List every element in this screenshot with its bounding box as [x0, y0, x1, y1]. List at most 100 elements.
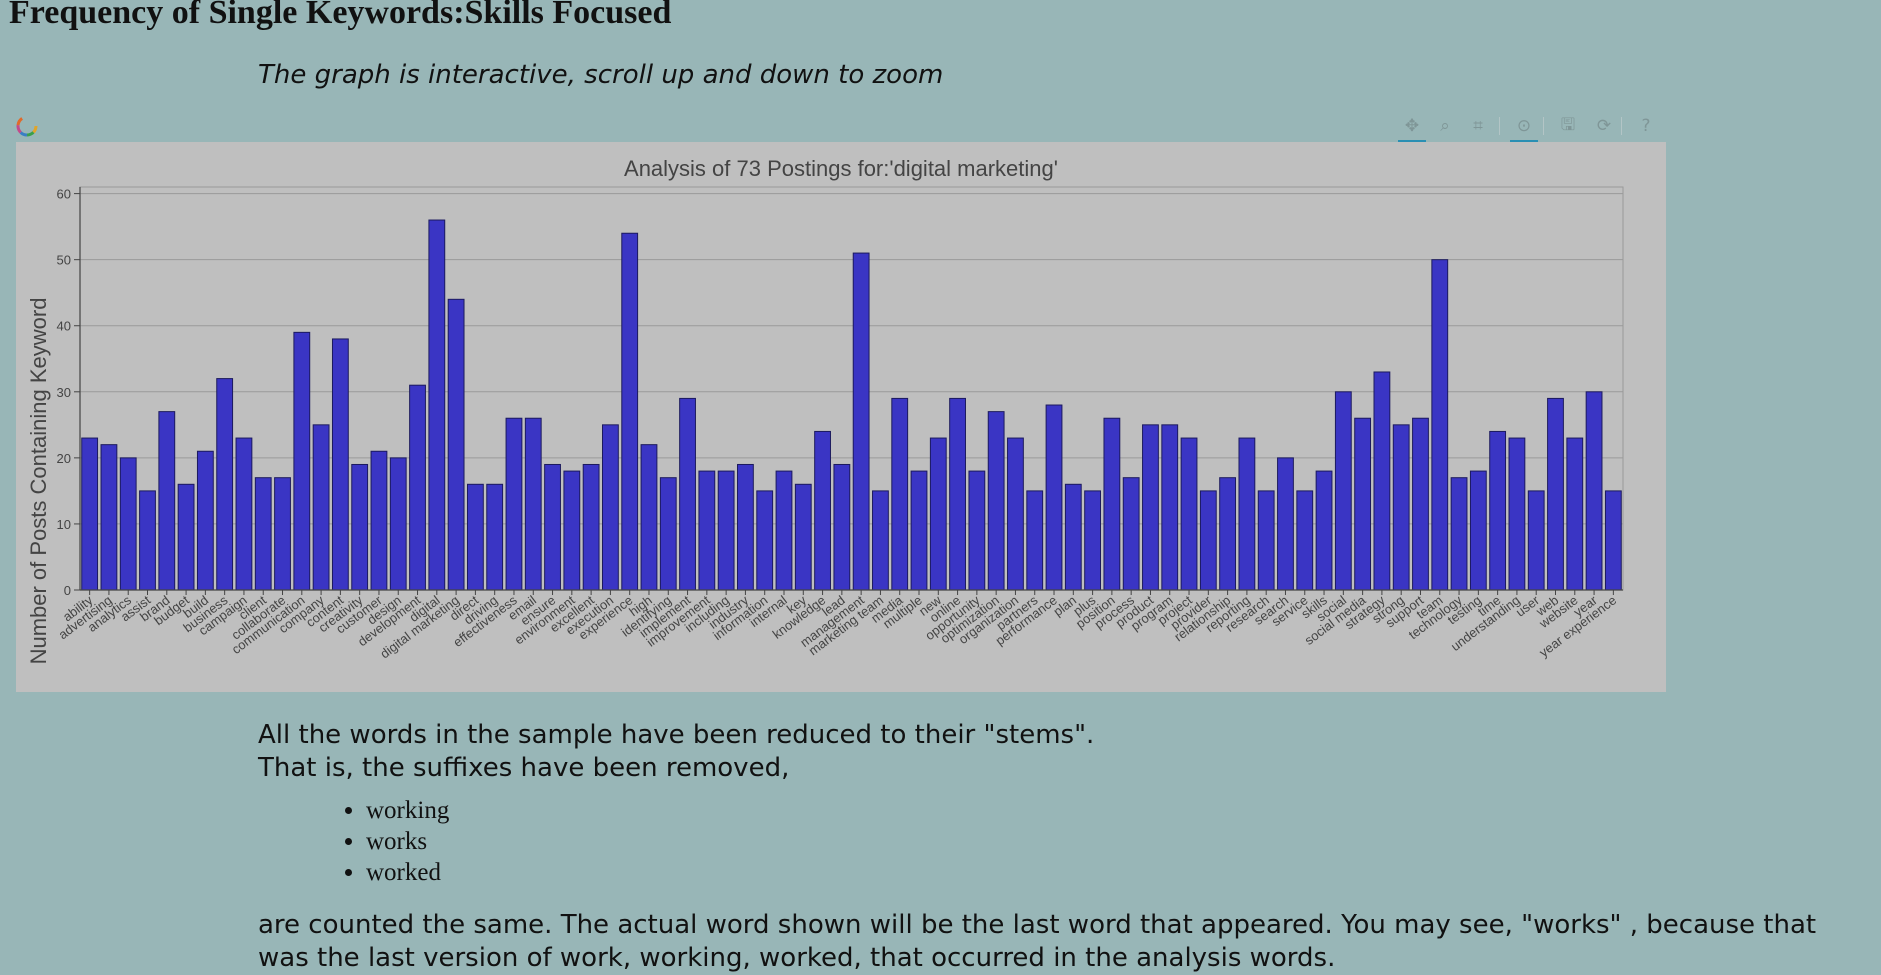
bar-knowledge[interactable] — [814, 430, 831, 591]
bar-year[interactable] — [1585, 391, 1603, 591]
chart-svg[interactable]: Analysis of 73 Postings for:'digital mar… — [16, 142, 1666, 692]
bar-excellent[interactable] — [582, 463, 600, 591]
bar-driving[interactable] — [486, 483, 504, 591]
bar-collaborate[interactable] — [274, 477, 291, 591]
bar-partners[interactable] — [1026, 490, 1044, 591]
bar-new[interactable] — [929, 437, 947, 591]
bar-ensure[interactable] — [544, 463, 561, 591]
bar-including[interactable] — [717, 470, 735, 591]
bar-identifying[interactable] — [659, 477, 677, 591]
bar-analytics[interactable] — [119, 457, 137, 591]
bar-understanding[interactable] — [1508, 437, 1526, 591]
bar-plus[interactable] — [1084, 490, 1102, 591]
reset-view-tool[interactable]: ⌗ — [1464, 113, 1492, 139]
bar-build[interactable] — [196, 450, 214, 591]
bar-strategy[interactable] — [1373, 371, 1391, 591]
bar-digital-marketing[interactable] — [447, 298, 465, 591]
bar-organization[interactable] — [1007, 437, 1024, 591]
y-tick-label: 10 — [57, 517, 71, 532]
bar-campaign[interactable] — [235, 437, 253, 591]
bar-company[interactable] — [312, 424, 330, 591]
bar-opportunity[interactable] — [968, 470, 986, 591]
bar-assist[interactable] — [139, 490, 156, 591]
bar-environment[interactable] — [563, 470, 581, 591]
y-tick-label: 60 — [57, 187, 71, 202]
plot-frame — [79, 186, 1624, 591]
bar-information[interactable] — [756, 490, 774, 591]
bar-product[interactable] — [1142, 424, 1159, 591]
bar-provider[interactable] — [1199, 490, 1217, 591]
bar-industry[interactable] — [737, 463, 754, 591]
bar-user[interactable] — [1527, 490, 1545, 591]
bar-execution[interactable] — [601, 424, 619, 591]
stems-explanation: All the words in the sample have been re… — [258, 719, 1094, 785]
bar-reporting[interactable] — [1238, 437, 1256, 591]
bar-communication[interactable] — [293, 331, 311, 591]
bar-time[interactable] — [1489, 430, 1507, 591]
bar-strong[interactable] — [1392, 424, 1410, 591]
bar-skills[interactable] — [1315, 470, 1333, 591]
bar-team[interactable] — [1431, 259, 1449, 591]
bar-lead[interactable] — [833, 463, 851, 591]
bar-business[interactable] — [216, 378, 234, 591]
bar-digital[interactable] — [428, 219, 446, 591]
bar-website[interactable] — [1566, 437, 1584, 591]
bar-content[interactable] — [331, 338, 349, 591]
bar-relationship[interactable] — [1219, 477, 1237, 591]
bar-position[interactable] — [1103, 417, 1121, 591]
bar-design[interactable] — [389, 457, 407, 591]
box-zoom-tool[interactable]: ⌕ — [1431, 113, 1459, 139]
bar-client[interactable] — [254, 477, 272, 591]
bar-social[interactable] — [1334, 391, 1352, 591]
stems-conclusion: are counted the same. The actual word sh… — [258, 909, 1816, 975]
help-tool[interactable]: ? — [1632, 113, 1660, 139]
bokeh-logo-icon[interactable] — [16, 115, 38, 137]
resize-icon: ⌗ — [1473, 116, 1483, 136]
bar-high[interactable] — [640, 444, 658, 591]
bar-search[interactable] — [1277, 457, 1294, 591]
move-icon: ✥ — [1404, 116, 1420, 136]
bar-experience[interactable] — [621, 232, 639, 591]
bar-creativity[interactable] — [351, 463, 369, 591]
bar-service[interactable] — [1296, 490, 1314, 591]
bar-testing[interactable] — [1469, 470, 1487, 591]
bar-support[interactable] — [1412, 417, 1429, 591]
refresh-tool[interactable]: ⟳ — [1590, 113, 1618, 139]
bar-internal[interactable] — [775, 470, 793, 591]
bar-advertising[interactable] — [100, 444, 118, 591]
bar-email[interactable] — [524, 417, 542, 591]
bar-development[interactable] — [409, 384, 426, 591]
bar-marketing-team[interactable] — [872, 490, 889, 591]
bar-project[interactable] — [1180, 437, 1198, 591]
bar-social-media[interactable] — [1354, 417, 1372, 591]
stem-example-list: working works worked — [338, 795, 449, 888]
bar-implement[interactable] — [679, 397, 696, 591]
bar-optimization[interactable] — [987, 411, 1005, 591]
bar-brand[interactable] — [158, 411, 176, 591]
bar-technology[interactable] — [1450, 477, 1468, 591]
bar-improvement[interactable] — [698, 470, 716, 591]
bar-year-experience[interactable] — [1604, 490, 1622, 591]
save-tool[interactable]: 🖫 — [1554, 113, 1582, 139]
bar-research[interactable] — [1257, 490, 1275, 591]
bar-effectiveness[interactable] — [505, 417, 523, 591]
bar-online[interactable] — [949, 397, 966, 591]
bar-ability[interactable] — [81, 437, 99, 591]
bar-process[interactable] — [1122, 477, 1140, 591]
bar-chart[interactable]: Analysis of 73 Postings for:'digital mar… — [16, 142, 1666, 692]
bar-key[interactable] — [794, 483, 812, 591]
pan-tool[interactable]: ✥ — [1398, 113, 1426, 142]
bar-customer[interactable] — [370, 450, 388, 591]
bar-web[interactable] — [1547, 397, 1564, 591]
bar-performance[interactable] — [1045, 404, 1063, 591]
bar-program[interactable] — [1161, 424, 1179, 591]
interactive-note: The graph is interactive, scroll up and … — [258, 60, 944, 90]
bar-plan[interactable] — [1064, 483, 1082, 591]
toolbar-separator — [1621, 117, 1622, 135]
bar-media[interactable] — [891, 397, 909, 591]
wheel-zoom-tool[interactable]: ⊙ — [1510, 113, 1538, 142]
bar-multiple[interactable] — [910, 470, 928, 591]
bar-management[interactable] — [852, 252, 870, 591]
bar-direct[interactable] — [466, 483, 484, 591]
bar-budget[interactable] — [177, 483, 195, 591]
